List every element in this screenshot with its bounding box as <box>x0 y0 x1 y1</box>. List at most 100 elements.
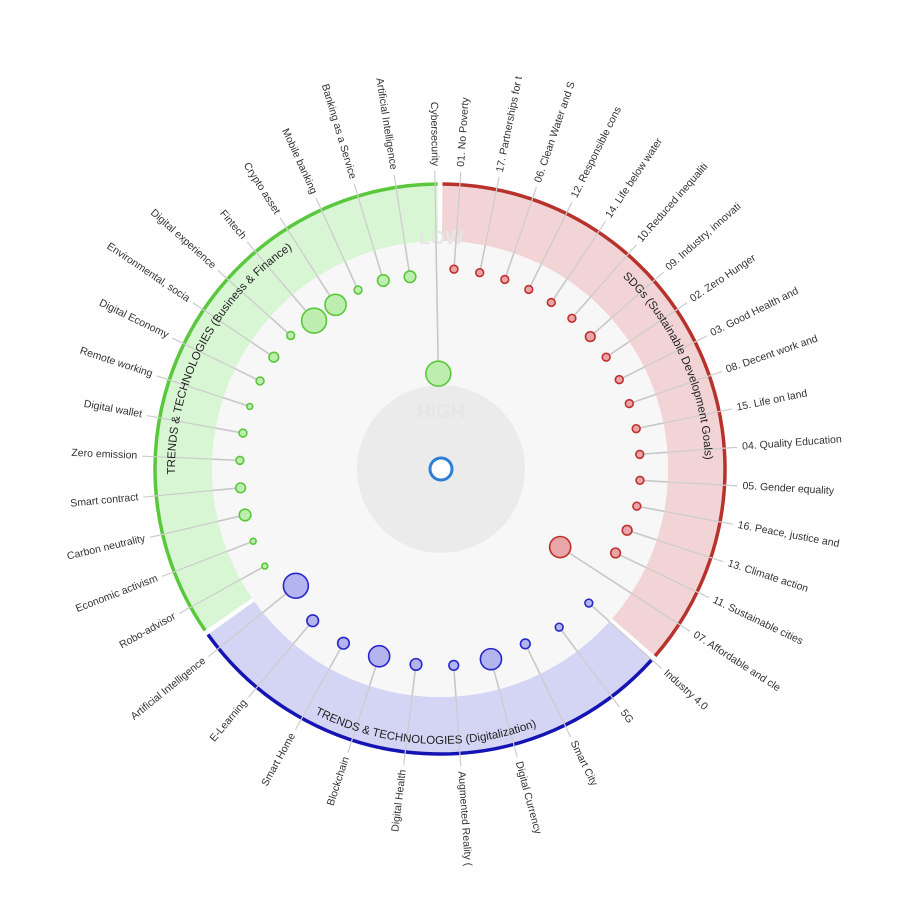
item-label: Economic activism <box>74 572 160 615</box>
center-selector-button[interactable] <box>428 456 454 482</box>
item-label: 09. Industry, innovati <box>663 201 743 274</box>
item-label: 12. Responsible cons <box>569 105 624 200</box>
item-node[interactable] <box>282 572 310 599</box>
item-node[interactable] <box>624 398 635 409</box>
item-node[interactable] <box>635 449 645 460</box>
tick-line <box>403 695 413 765</box>
node-connector <box>240 565 266 581</box>
tick-line <box>667 446 738 453</box>
item-node[interactable] <box>614 374 624 385</box>
item-node[interactable] <box>548 535 572 559</box>
item-label: Smart City <box>568 739 601 789</box>
item-node[interactable] <box>479 647 503 671</box>
item-node[interactable] <box>306 614 320 628</box>
node-connector <box>223 397 250 408</box>
item-node[interactable] <box>261 562 269 570</box>
item-node[interactable] <box>235 455 245 466</box>
item-node[interactable] <box>353 285 363 295</box>
item-node[interactable] <box>448 659 460 672</box>
item-label: Artificial Intelligence <box>373 77 399 171</box>
item-label: Mobile banking <box>279 127 319 196</box>
item-label: 04. Quality Education <box>742 433 843 452</box>
item-label: Digital Currency <box>513 760 544 836</box>
item-node[interactable] <box>367 644 391 668</box>
item-nodes <box>234 264 645 672</box>
item-label: Carbon neutrality <box>66 532 147 562</box>
tick-line <box>656 539 724 563</box>
item-node[interactable] <box>635 475 645 486</box>
item-node[interactable] <box>584 330 596 343</box>
item-node[interactable] <box>584 598 594 608</box>
item-node[interactable] <box>425 360 452 387</box>
item-label: Banking as a Service <box>319 83 359 181</box>
tick-line <box>179 579 241 614</box>
node-connector <box>344 261 359 291</box>
sdgs-band-edge <box>442 182 727 658</box>
tick-line <box>208 612 264 658</box>
item-node[interactable] <box>245 402 254 411</box>
item-node[interactable] <box>524 284 534 295</box>
item-label: 5G <box>618 707 636 725</box>
item-node[interactable] <box>609 547 622 559</box>
item-label: 14. Life below water <box>603 136 665 221</box>
item-node[interactable] <box>554 622 564 632</box>
item-node[interactable] <box>475 267 485 278</box>
item-node[interactable] <box>632 501 642 511</box>
node-connector <box>558 626 578 652</box>
tick-line <box>434 171 437 242</box>
item-node[interactable] <box>546 297 556 308</box>
tick-line <box>610 271 665 319</box>
item-label: Cybersecurity <box>428 102 441 167</box>
item-label: 13. Climate action <box>726 557 810 595</box>
tick-line <box>156 375 224 399</box>
item-node[interactable] <box>500 274 510 285</box>
item-label: 07. Affordable and cle <box>691 629 783 694</box>
tick-line <box>146 414 216 429</box>
tick-line <box>347 685 371 753</box>
tick-line <box>247 643 294 698</box>
tick-line <box>217 269 271 318</box>
item-node[interactable] <box>324 293 347 317</box>
item-node[interactable] <box>300 307 328 334</box>
item-label: 08. Decent work and <box>724 333 819 376</box>
item-node[interactable] <box>601 352 611 362</box>
tick-line <box>142 455 213 460</box>
item-node[interactable] <box>403 270 417 284</box>
item-label: Environmental, socia <box>105 240 193 304</box>
tick-line <box>279 217 319 277</box>
item-label: Augmented Reality ( <box>455 771 474 867</box>
low-ring-label: LOW <box>419 228 463 249</box>
tick-line <box>246 241 293 296</box>
tick-line <box>540 201 573 265</box>
item-node[interactable] <box>249 537 257 545</box>
item-node[interactable] <box>255 376 265 386</box>
tick-line <box>628 302 688 343</box>
item-label: Digital wallet <box>83 398 143 420</box>
item-node[interactable] <box>238 508 252 522</box>
item-node[interactable] <box>285 330 296 341</box>
tick-line <box>643 335 707 368</box>
item-label: Digital experience <box>148 207 218 272</box>
item-label: Remote working <box>78 345 154 380</box>
tick-line <box>576 650 620 708</box>
tick-line <box>513 186 537 254</box>
item-label: 11. Sustainable cities <box>711 594 805 647</box>
tick-lines <box>142 171 738 767</box>
item-node[interactable] <box>567 313 577 323</box>
tick-line <box>667 481 738 487</box>
item-node[interactable] <box>449 264 459 274</box>
item-node[interactable] <box>234 482 247 494</box>
item-node[interactable] <box>621 524 633 536</box>
item-label: 05. Gender equality <box>742 480 835 497</box>
item-node[interactable] <box>376 273 390 288</box>
item-node[interactable] <box>268 351 280 363</box>
sector-bands <box>153 182 727 756</box>
item-node[interactable] <box>519 638 531 650</box>
item-node[interactable] <box>336 636 351 650</box>
item-node[interactable] <box>238 428 248 438</box>
high-ring-label: HIGH <box>417 402 465 423</box>
item-node[interactable] <box>409 657 423 672</box>
business-band-edge <box>153 182 438 632</box>
sdgs-band <box>441 184 725 656</box>
item-node[interactable] <box>631 423 641 434</box>
